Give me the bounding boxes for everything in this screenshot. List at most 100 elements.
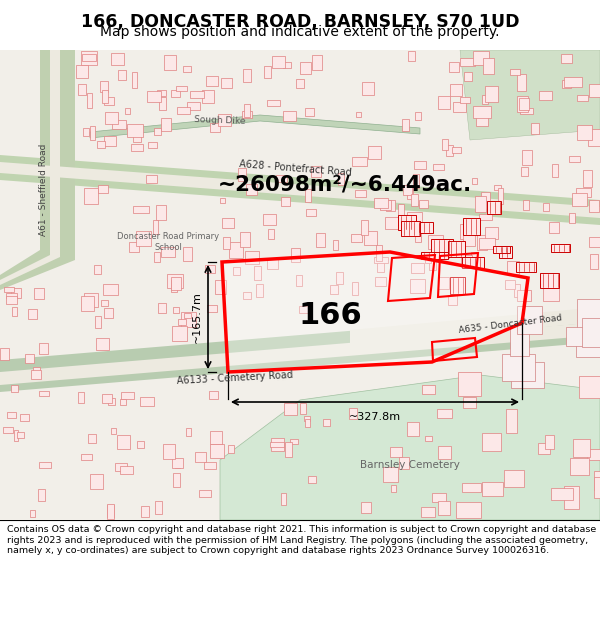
Bar [183,248,191,261]
Bar [386,199,395,211]
Bar [425,254,431,263]
Text: Map shows position and indicative extent of the property.: Map shows position and indicative extent… [100,25,500,39]
Bar [154,127,161,135]
Bar [290,439,298,444]
Bar [482,482,503,496]
Bar [103,284,118,294]
Text: ~26098m²/~6.449ac.: ~26098m²/~6.449ac. [218,175,472,195]
Bar [362,82,374,96]
Bar [532,123,539,134]
Bar [523,200,529,210]
Bar [195,452,206,462]
Bar [308,476,316,483]
Bar [589,200,599,212]
Bar [521,168,528,176]
Bar [245,251,259,264]
Text: 166, DONCASTER ROAD, BARNSLEY, S70 1UD: 166, DONCASTER ROAD, BARNSLEY, S70 1UD [81,12,519,31]
Bar [305,419,310,428]
Bar [458,372,481,396]
Bar [202,90,214,103]
Bar [147,91,161,102]
Bar [83,127,89,136]
Bar [94,266,101,274]
Bar [7,296,17,304]
Bar [569,458,589,476]
Bar [448,295,457,304]
Bar [76,64,88,78]
Bar [355,190,367,197]
Bar [473,51,489,65]
Bar [523,151,532,166]
Bar [505,281,515,289]
Bar [351,234,362,242]
Bar [385,217,398,229]
Bar [398,215,416,230]
Bar [494,185,501,190]
Bar [121,399,125,405]
Bar [477,235,487,249]
Bar [518,98,529,110]
Polygon shape [0,50,75,290]
Bar [107,398,115,405]
Bar [133,132,142,142]
Bar [171,278,181,291]
Bar [220,198,225,204]
Bar [161,118,171,131]
Bar [511,362,544,388]
Bar [120,466,133,474]
Bar [407,187,413,199]
Bar [85,293,98,306]
Bar [514,284,520,297]
Bar [475,196,486,212]
Bar [267,100,280,106]
Bar [241,232,250,247]
Bar [4,287,14,292]
Bar [222,218,234,228]
Bar [107,505,114,517]
Bar [419,199,428,208]
Bar [569,156,580,162]
Bar [104,97,113,105]
Bar [110,53,124,64]
Bar [451,84,463,96]
Polygon shape [90,115,420,138]
Bar [316,233,325,247]
Bar [284,403,297,415]
Bar [582,318,600,347]
Bar [461,255,472,267]
Bar [133,206,149,213]
Bar [12,307,17,316]
Bar [292,248,300,262]
Bar [539,272,559,288]
Bar [547,286,553,299]
Bar [256,284,263,297]
Bar [209,391,218,399]
Bar [154,252,160,262]
Bar [517,74,526,91]
Bar [377,259,385,272]
Bar [485,86,498,103]
Bar [31,371,41,379]
Bar [407,213,422,228]
Bar [431,239,453,255]
Bar [242,111,253,118]
Bar [39,391,49,396]
Bar [270,442,284,448]
Bar [155,501,162,514]
Bar [442,139,448,149]
Bar [416,222,433,233]
Bar [159,98,166,110]
Polygon shape [460,50,600,140]
Bar [553,164,558,177]
Bar [186,428,191,436]
Bar [80,454,92,459]
Bar [401,221,420,236]
Bar [111,428,116,434]
Bar [40,462,50,468]
Bar [11,385,19,392]
Bar [349,408,357,419]
Bar [88,434,95,442]
Bar [421,252,448,259]
Bar [101,300,108,306]
Bar [28,309,37,319]
